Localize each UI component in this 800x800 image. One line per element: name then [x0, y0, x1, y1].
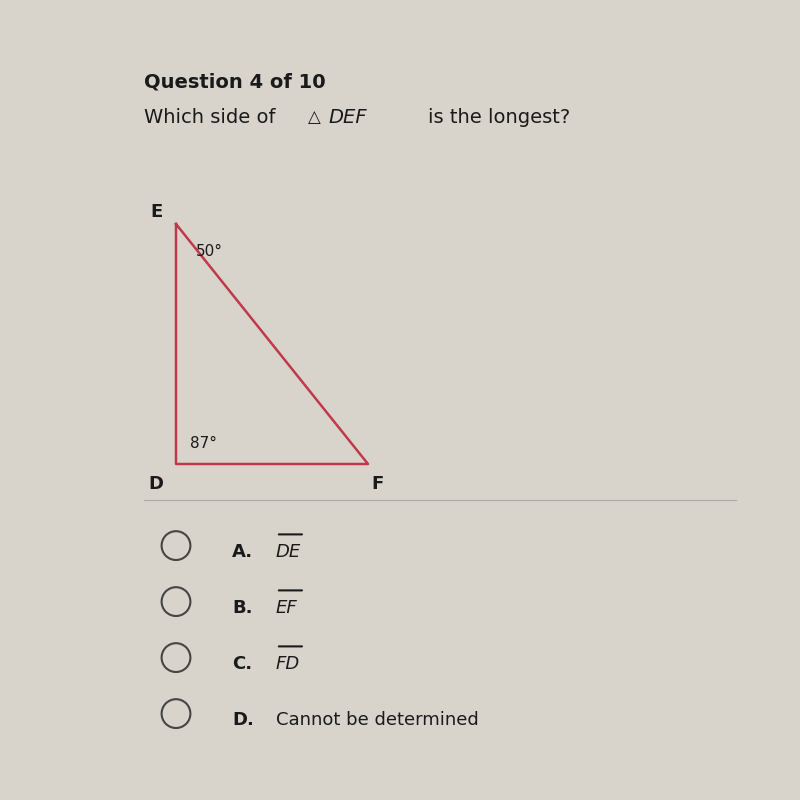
Text: A.: A.	[232, 543, 253, 561]
Text: D.: D.	[232, 711, 254, 729]
Text: DE: DE	[276, 543, 302, 561]
Text: Cannot be determined: Cannot be determined	[276, 711, 478, 729]
Text: 50°: 50°	[196, 245, 223, 259]
Text: B.: B.	[232, 599, 253, 617]
Text: FD: FD	[276, 655, 300, 673]
Text: 87°: 87°	[190, 437, 217, 451]
Text: C.: C.	[232, 655, 252, 673]
Text: is the longest?: is the longest?	[428, 108, 570, 127]
Text: DEF: DEF	[328, 108, 366, 127]
Text: Which side of: Which side of	[144, 108, 282, 127]
Text: △: △	[308, 108, 321, 126]
Text: F: F	[371, 475, 384, 493]
Text: D: D	[149, 475, 163, 493]
Text: E: E	[150, 203, 162, 221]
Text: Question 4 of 10: Question 4 of 10	[144, 72, 326, 91]
Text: EF: EF	[276, 599, 298, 617]
